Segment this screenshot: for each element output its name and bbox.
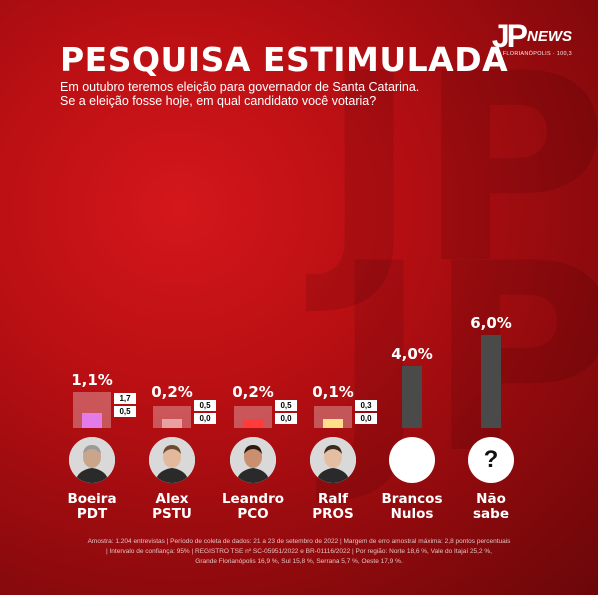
logo-news: NEWS (527, 28, 572, 45)
watermark-logo-top: JP (320, 19, 598, 321)
avatar-ralf (310, 437, 356, 483)
subvalue-leandro-2: 0,0 (275, 413, 297, 424)
subtitle-line-1: Em outubro teremos eleição para governad… (60, 80, 420, 94)
value-label-alex: 0,2% (151, 383, 193, 401)
avatar-alex (149, 437, 195, 483)
bar-boeira (82, 413, 102, 428)
label-brancos-name: Brancos (381, 491, 443, 507)
label-nao-party: sabe (473, 506, 509, 522)
logo-location: FLORIANÓPOLIS · 100,3 (502, 51, 572, 57)
label-leandro-party: PCO (237, 506, 269, 522)
label-boeira-name: Boeira (67, 491, 117, 507)
label-alex: Alex PSTU (127, 492, 217, 522)
subvalue-boeira-1: 1,7 (114, 393, 136, 404)
bar-nao (481, 335, 501, 428)
label-alex-name: Alex (155, 491, 189, 507)
footer-line-2: | Intervalo de confiança: 95% | REGISTRO… (106, 548, 492, 555)
subvalue-leandro-1: 0,5 (275, 400, 297, 411)
label-ralf-name: Ralf (317, 491, 348, 507)
bar-leandro (243, 418, 263, 428)
watermark-logo-bottom: JP (330, 209, 598, 511)
value-label-boeira: 1,1% (71, 371, 113, 389)
subtitle-line-2: Se a eleição fosse hoje, em qual candida… (60, 94, 377, 108)
label-ralf: Ralf PROS (288, 492, 378, 522)
label-boeira-party: PDT (76, 506, 108, 522)
footer-line-3: Grande Florianópolis 16,9 %, Sul 15,8 %,… (195, 558, 403, 565)
value-label-nao: 6,0% (470, 314, 512, 332)
bar-ralf (323, 419, 343, 428)
label-ralf-party: PROS (312, 506, 354, 522)
label-boeira: Boeira PDT (47, 492, 137, 522)
subvalue-boeira-2: 0,5 (114, 406, 136, 417)
bar-alex (162, 418, 182, 428)
subvalue-ralf-1: 0,3 (355, 400, 377, 411)
avatar-nao (468, 437, 514, 483)
avatar-boeira (69, 437, 115, 483)
value-label-leandro: 0,2% (232, 383, 274, 401)
page-title: PESQUISA ESTIMULADA (60, 40, 509, 79)
label-alex-party: PSTU (152, 506, 192, 522)
value-label-brancos: 4,0% (391, 345, 433, 363)
subvalue-alex-2: 0,0 (194, 413, 216, 424)
page-subtitle: Em outubro teremos eleição para governad… (60, 80, 419, 108)
bar-brancos (402, 366, 422, 428)
jp-news-logo: JP NEWS FLORIANÓPOLIS · 100,3 (492, 18, 572, 57)
avatar-leandro (230, 437, 276, 483)
subvalue-alex-1: 0,5 (194, 400, 216, 411)
label-nao-name: Não (476, 491, 506, 507)
label-nao: Não sabe (446, 492, 536, 522)
label-leandro: Leandro PCO (208, 492, 298, 522)
footer-line-1: Amostra: 1.204 entrevistas | Período de … (87, 538, 511, 545)
label-brancos-party: Nulos (390, 506, 434, 522)
methodology-footer: Amostra: 1.204 entrevistas | Período de … (40, 537, 558, 567)
label-leandro-name: Leandro (221, 491, 285, 507)
question-mark-icon: ? (483, 446, 499, 473)
value-label-ralf: 0,1% (312, 383, 354, 401)
logo-jp: JP (491, 18, 528, 54)
avatar-brancos (389, 437, 435, 483)
label-brancos: Brancos Nulos (367, 492, 457, 522)
subvalue-ralf-2: 0,0 (355, 413, 377, 424)
